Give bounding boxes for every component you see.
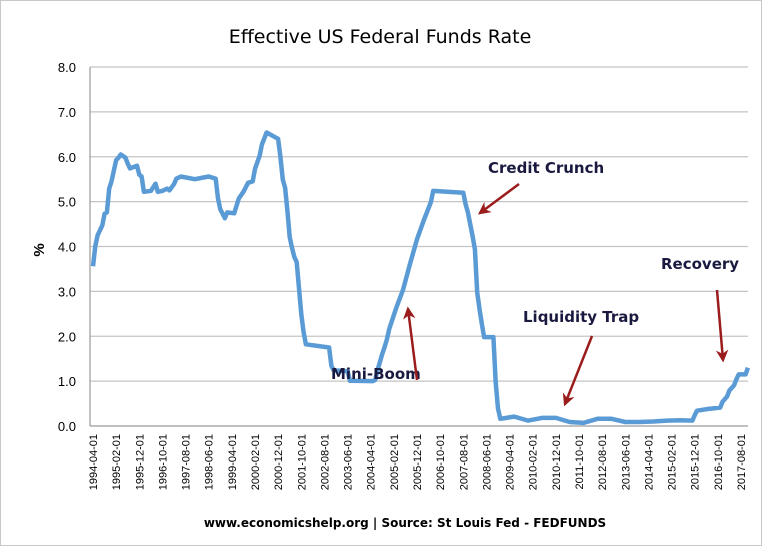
x-tick-label: 2010-12-01 — [551, 434, 563, 490]
x-tick-label: 2011-10-01 — [574, 434, 586, 489]
annotation-mini-boom: Mini-Boom — [331, 365, 421, 383]
annotation-arrow-credit-crunch — [477, 182, 520, 215]
annotation-arrow-recovery — [715, 289, 729, 363]
x-tick-label: 2001-10-01 — [296, 434, 308, 490]
y-tick-label: 3.0 — [58, 284, 76, 299]
x-tick-label: 2016-10-01 — [713, 434, 725, 490]
y-tick-label: 4.0 — [58, 240, 76, 255]
x-tick-label: 2007-08-01 — [458, 434, 470, 490]
x-tick-label: 1998-06-01 — [204, 434, 216, 490]
y-tick-label: 0.0 — [58, 419, 76, 434]
x-tick-label: 2000-12-01 — [273, 434, 285, 490]
source-note: www.economicshelp.org | Source: St Louis… — [204, 516, 606, 530]
y-axis-label: % — [31, 243, 48, 256]
chart-title: Effective US Federal Funds Rate — [229, 26, 532, 48]
x-tick-label: 2004-04-01 — [366, 434, 378, 490]
annotation-liquidity-trap: Liquidity Trap — [523, 308, 639, 326]
x-tick-label: 1997-08-01 — [181, 434, 193, 490]
x-tick-label: 2003-06-01 — [343, 434, 355, 490]
x-tick-label: 1996-10-01 — [157, 434, 169, 490]
x-tick-label: 1995-02-01 — [111, 434, 123, 490]
y-tick-label: 2.0 — [58, 329, 76, 344]
x-tick-label: 2015-02-01 — [667, 434, 679, 490]
y-tick-label: 8.0 — [58, 60, 76, 75]
y-tick-label: 7.0 — [58, 105, 76, 120]
x-tick-label: 2002-08-01 — [319, 434, 331, 490]
y-tick-label: 6.0 — [58, 150, 76, 165]
x-tick-label: 2017-08-01 — [736, 434, 748, 490]
x-tick-label: 2005-02-01 — [389, 434, 401, 490]
x-tick-label: 2013-06-01 — [620, 434, 632, 490]
x-tick-label: 2006-10-01 — [435, 434, 447, 490]
x-tick-label: 2012-08-01 — [597, 434, 609, 490]
x-tick-label: 2010-02-01 — [528, 434, 540, 490]
annotation-arrow-liquidity-trap — [562, 335, 594, 407]
x-tick-label: 2014-04-01 — [643, 434, 655, 490]
x-tick-label: 2005-12-01 — [412, 434, 424, 490]
annotation-arrow-mini-boom — [403, 306, 419, 381]
series-line — [90, 130, 751, 426]
annotation-credit-crunch: Credit Crunch — [488, 159, 604, 177]
x-tick-label: 2015-12-01 — [690, 434, 702, 490]
x-tick-label: 1994-04-01 — [88, 434, 100, 490]
y-tick-label: 1.0 — [58, 374, 76, 389]
x-tick-label: 2009-04-01 — [505, 434, 517, 490]
x-tick-label: 1999-04-01 — [227, 434, 239, 490]
annotation-recovery: Recovery — [661, 255, 739, 273]
x-tick-label: 2000-02-01 — [250, 434, 262, 490]
x-tick-label: 1995-12-01 — [134, 434, 146, 490]
x-tick-label: 2008-06-01 — [481, 434, 493, 490]
y-tick-label: 5.0 — [58, 195, 76, 210]
